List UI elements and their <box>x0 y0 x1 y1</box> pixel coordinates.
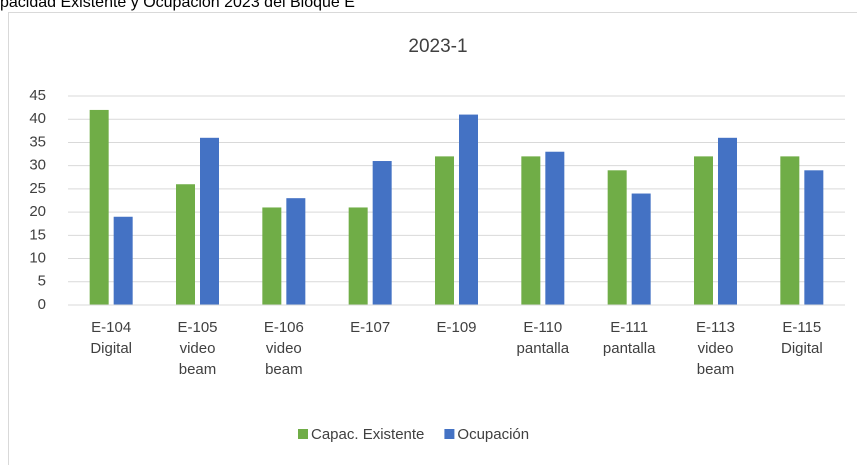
bar <box>545 151 565 305</box>
y-tick-label: 25 <box>29 180 46 197</box>
bar <box>286 198 306 305</box>
x-tick-label: E-105 video beam <box>177 319 217 378</box>
legend-label: Ocupación <box>457 426 529 443</box>
bar <box>607 170 627 305</box>
x-tick-label: E-106 video beam <box>264 319 304 378</box>
y-tick-label: 10 <box>29 250 46 267</box>
x-tick-label: E-104 Digital <box>90 319 132 357</box>
bar <box>176 184 195 305</box>
bar <box>89 109 109 305</box>
bar <box>113 216 133 305</box>
bar <box>348 207 368 305</box>
x-tick-label: E-110 pantalla <box>517 319 570 357</box>
y-tick-label: 30 <box>29 157 46 174</box>
bar <box>521 156 541 305</box>
bar <box>718 137 737 305</box>
bar <box>262 207 282 305</box>
bar <box>631 193 651 305</box>
x-tick-label: E-115 Digital <box>781 319 823 357</box>
y-tick-label: 0 <box>38 296 46 313</box>
y-tick-label: 5 <box>38 273 46 290</box>
bar <box>459 114 478 305</box>
y-tick-label: 40 <box>29 110 46 127</box>
bar <box>804 170 824 305</box>
bar <box>694 156 713 305</box>
y-tick-label: 15 <box>29 226 46 243</box>
y-tick-label: 20 <box>29 203 46 220</box>
legend-label: Capac. Existente <box>311 426 424 443</box>
chart-frame <box>8 12 857 465</box>
y-tick-label: 45 <box>29 87 46 104</box>
x-tick-label: E-107 <box>350 319 390 336</box>
x-tick-label: E-111 pantalla <box>603 319 656 357</box>
x-tick-label: E-109 <box>436 319 476 336</box>
legend-swatch <box>444 429 455 439</box>
bar <box>372 161 392 305</box>
y-tick-label: 35 <box>29 133 46 150</box>
legend-swatch <box>298 429 308 439</box>
x-tick-label: E-113 video beam <box>696 319 735 378</box>
bar <box>200 137 219 305</box>
chart-title: 2023-1 <box>408 36 467 57</box>
caption: pacidad Existente y Ocupación 2023 del B… <box>0 0 355 11</box>
bar <box>780 156 800 305</box>
bar <box>435 156 454 305</box>
